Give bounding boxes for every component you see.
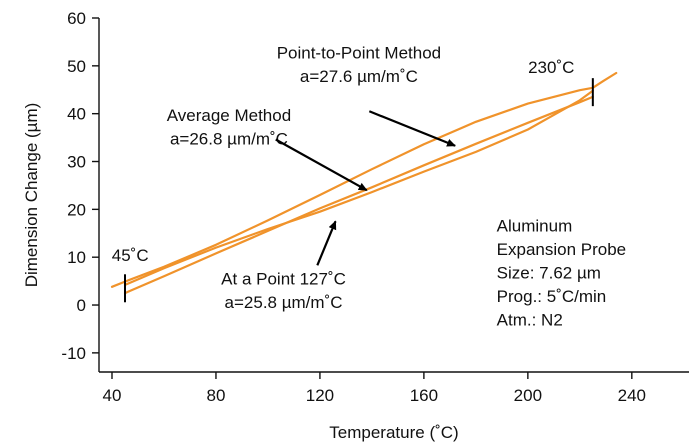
annotation-arrow bbox=[275, 138, 368, 192]
annotation-text: Average Method bbox=[167, 106, 291, 125]
annotation-text: a=26.8 µm/m˚C bbox=[170, 129, 288, 148]
expansion-curve-1 bbox=[110, 71, 618, 288]
y-tick-label: 60 bbox=[67, 9, 86, 28]
annotation-text: Aluminum bbox=[497, 216, 573, 235]
annotation-text: 230˚C bbox=[528, 58, 574, 77]
annotation-text: a=25.8 µm/m˚C bbox=[225, 293, 343, 312]
annotation-group: Point-to-Point Method a=27.6 µm/m˚C 230˚C A… bbox=[112, 44, 626, 330]
expansion-curve-2 bbox=[123, 95, 594, 295]
y-tick-label: 40 bbox=[67, 105, 86, 124]
y-tick-label: -10 bbox=[61, 344, 86, 363]
annotation-2: 230˚C bbox=[528, 58, 574, 77]
x-tick-label: 200 bbox=[514, 386, 542, 405]
annotation-text: Point-to-Point Method bbox=[277, 44, 441, 63]
x-tick-label: 120 bbox=[306, 386, 334, 405]
y-tick-label: 10 bbox=[67, 248, 86, 267]
annotation-4: 45˚C bbox=[112, 246, 149, 265]
marker-group bbox=[123, 78, 594, 303]
annotation-text: a=27.6 µm/m˚C bbox=[300, 67, 418, 86]
annotation-arrow bbox=[368, 110, 457, 147]
x-tick-label: 240 bbox=[618, 386, 646, 405]
annotation-arrow bbox=[316, 220, 337, 266]
x-tick-label: 160 bbox=[410, 386, 438, 405]
axes-group: -10 0 10 20 30 40 50 60 40 80 120 160 200 240 bbox=[61, 9, 689, 405]
annotation-text: Prog.: 5˚C/min bbox=[497, 287, 607, 306]
annotation-text: 45˚C bbox=[112, 246, 149, 265]
x-tick-label: 40 bbox=[103, 386, 122, 405]
annotation-1: Point-to-Point Method a=27.6 µm/m˚C bbox=[277, 44, 457, 147]
annotation-text: Size: 7.62 µm bbox=[497, 263, 601, 282]
y-tick-label: 20 bbox=[67, 200, 86, 219]
series-group bbox=[110, 71, 618, 295]
annotation-text: Expansion Probe bbox=[497, 240, 626, 259]
annotation-text: At a Point 127˚C bbox=[221, 269, 346, 288]
x-tick-label: 80 bbox=[206, 386, 225, 405]
y-tick-label: 30 bbox=[67, 153, 86, 172]
x-axis-label: Temperature (˚C) bbox=[329, 423, 458, 442]
expansion-curve-3 bbox=[123, 89, 594, 286]
annotation-5: At a Point 127˚C a=25.8 µm/m˚C bbox=[221, 220, 346, 312]
annotation-text: Atm.: N2 bbox=[497, 310, 563, 329]
annotation-6: Aluminum Expansion Probe Size: 7.62 µm Prog… bbox=[497, 216, 626, 329]
y-tick-label: 0 bbox=[77, 296, 86, 315]
annotation-3: Average Method a=26.8 µm/m˚C bbox=[167, 106, 368, 192]
y-tick-label: 50 bbox=[67, 57, 86, 76]
y-axis-label: Dimension Change (µm) bbox=[22, 103, 41, 288]
